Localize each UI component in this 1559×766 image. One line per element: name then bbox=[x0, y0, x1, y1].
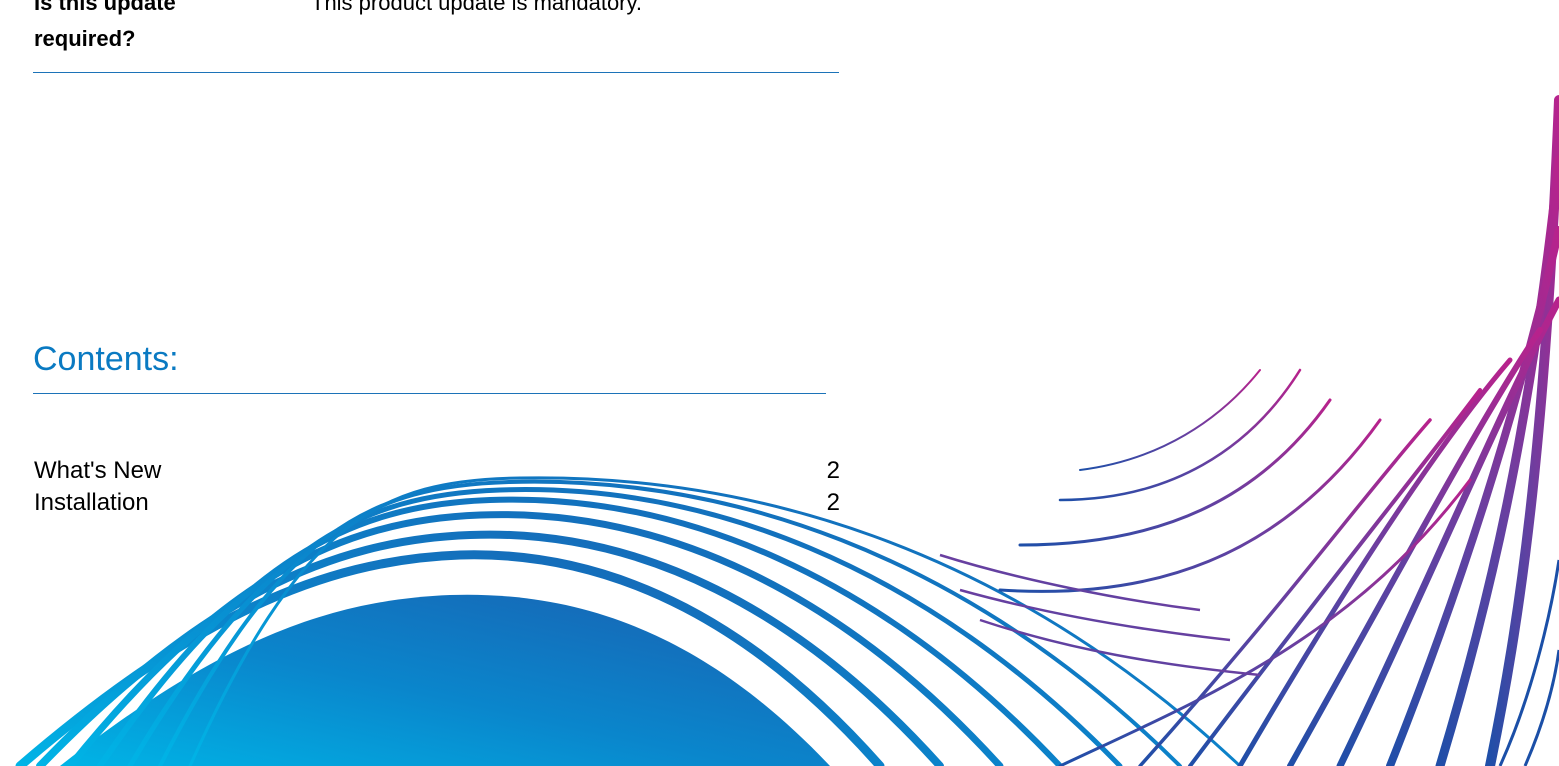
divider-contents bbox=[33, 393, 826, 394]
toc-item-whats-new[interactable]: What's New 2 bbox=[34, 455, 840, 487]
divider-top bbox=[33, 72, 839, 73]
requirement-label: Is this update required? bbox=[34, 0, 176, 51]
table-of-contents: What's New 2 Installation 2 bbox=[34, 455, 840, 519]
toc-item-installation[interactable]: Installation 2 bbox=[34, 487, 840, 519]
requirement-value: This product update is mandatory. bbox=[311, 0, 642, 15]
contents-heading: Contents: bbox=[33, 340, 179, 378]
toc-item-title[interactable]: Installation bbox=[34, 489, 149, 516]
toc-item-title[interactable]: What's New bbox=[34, 457, 162, 484]
toc-item-page: 2 bbox=[826, 489, 840, 516]
toc-item-page: 2 bbox=[826, 457, 840, 484]
